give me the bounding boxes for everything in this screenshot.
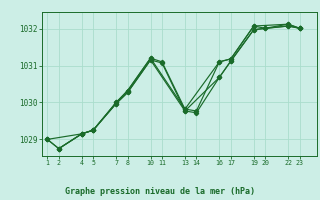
Text: Graphe pression niveau de la mer (hPa): Graphe pression niveau de la mer (hPa) xyxy=(65,187,255,196)
